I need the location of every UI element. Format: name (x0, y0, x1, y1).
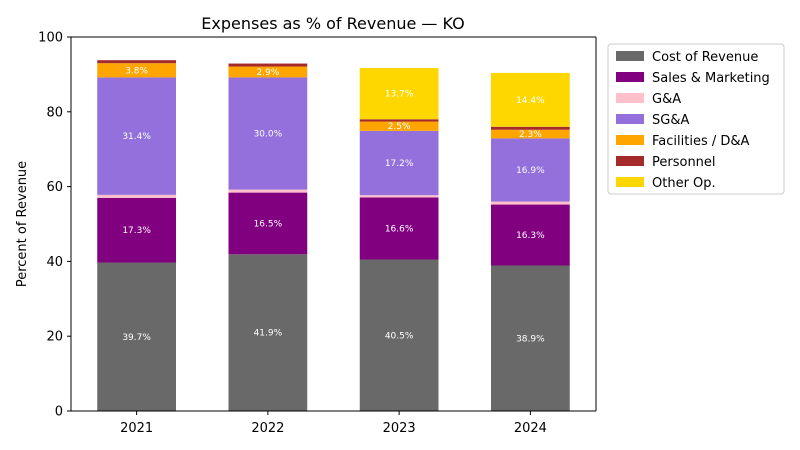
data-label: 17.2% (385, 159, 414, 169)
legend-box (607, 43, 785, 195)
bar-segment-personnel-2022 (228, 63, 308, 67)
data-label: 30.0% (254, 129, 283, 139)
bar-segment-facilities-d-a-2022 (228, 66, 308, 78)
y-tick-label: 80 (46, 105, 63, 120)
bar-segment-g-a-2021 (97, 194, 176, 198)
legend-swatch (616, 93, 644, 103)
data-label: 31.4% (122, 132, 151, 142)
y-tick-label: 100 (38, 31, 63, 46)
bar-segment-other-op--2023 (359, 68, 439, 120)
legend: Cost of Revenue Sales & Marketing G&A SG&A F… (607, 43, 785, 195)
bar-segment-sg-a-2024 (491, 138, 570, 202)
legend-swatch (616, 156, 644, 166)
legend-swatch (616, 51, 644, 61)
data-label: 2.3% (519, 130, 542, 140)
bar-segment-sg-a-2023 (359, 130, 439, 196)
bar-segment-sales-marketing-2022 (228, 192, 308, 255)
data-label: 40.5% (385, 331, 414, 341)
legend-entry: Facilities / D&A (652, 134, 750, 149)
legend-entry: G&A (652, 92, 681, 107)
legend-swatch (616, 72, 644, 82)
bar-segment-sales-marketing-2024 (491, 204, 570, 266)
bar-segment-cost-of-revenue-2022 (228, 254, 308, 411)
legend-swatch (616, 114, 644, 124)
bar-segment-facilities-d-a-2024 (491, 129, 570, 139)
data-label: 14.4% (516, 96, 545, 106)
legend-swatch (616, 135, 644, 145)
data-label: 41.9% (254, 329, 283, 339)
data-label: 2.9% (256, 68, 279, 78)
bar-segment-facilities-d-a-2023 (359, 121, 439, 131)
y-tick-label: 40 (46, 255, 63, 270)
legend-entry: Other Op. (652, 176, 716, 191)
x-tick-label: 2022 (251, 421, 284, 436)
bar-segment-sales-marketing-2021 (97, 197, 176, 263)
data-label: 2.5% (388, 122, 411, 132)
bar-segment-cost-of-revenue-2024 (491, 265, 570, 411)
bar-segment-sales-marketing-2023 (359, 197, 439, 260)
legend-entry: Cost of Revenue (652, 50, 758, 65)
bar-segment-g-a-2023 (359, 195, 439, 198)
bar-segment-personnel-2024 (491, 126, 570, 130)
x-tick-label: 2024 (514, 421, 547, 436)
legend-entry: Sales & Marketing (652, 71, 770, 86)
data-label: 16.5% (254, 219, 283, 229)
data-label: 39.7% (122, 333, 151, 343)
data-label: 38.9% (516, 334, 545, 344)
bar-segment-other-op--2024 (491, 72, 570, 127)
x-tick-label: 2021 (120, 421, 153, 436)
legend-swatch (616, 177, 644, 187)
data-label: 3.8% (125, 66, 148, 76)
y-axis-label: Percent of Revenue (15, 161, 30, 287)
bar-segment-cost-of-revenue-2023 (359, 259, 439, 411)
bar-segment-g-a-2022 (228, 189, 308, 193)
y-tick-label: 20 (46, 330, 63, 345)
plot-area: 39.7% 17.3% 31.4% 3.8% 41.9% 16.5% 30.0% 2.9% 40… (38, 31, 597, 436)
chart-title: Expenses as % of Revenue — KO (201, 14, 464, 33)
data-label: 16.6% (385, 224, 414, 234)
y-tick-label: 60 (46, 180, 63, 195)
y-tick-label: 0 (55, 405, 63, 420)
bar-segment-facilities-d-a-2021 (97, 63, 176, 78)
legend-entry: SG&A (652, 113, 689, 128)
x-tick-label: 2023 (383, 421, 416, 436)
data-label: 17.3% (122, 226, 151, 236)
bar-segment-personnel-2023 (359, 119, 439, 122)
bar-segment-sg-a-2021 (97, 77, 176, 195)
bar-segment-sg-a-2022 (228, 77, 308, 190)
data-label: 13.7% (385, 90, 414, 100)
data-label: 16.9% (516, 166, 545, 176)
legend-entry: Personnel (652, 155, 716, 170)
bar-segment-personnel-2021 (97, 60, 176, 64)
data-label: 16.3% (516, 231, 545, 241)
bar-segment-g-a-2024 (491, 201, 570, 205)
bar-segment-cost-of-revenue-2021 (97, 262, 176, 411)
